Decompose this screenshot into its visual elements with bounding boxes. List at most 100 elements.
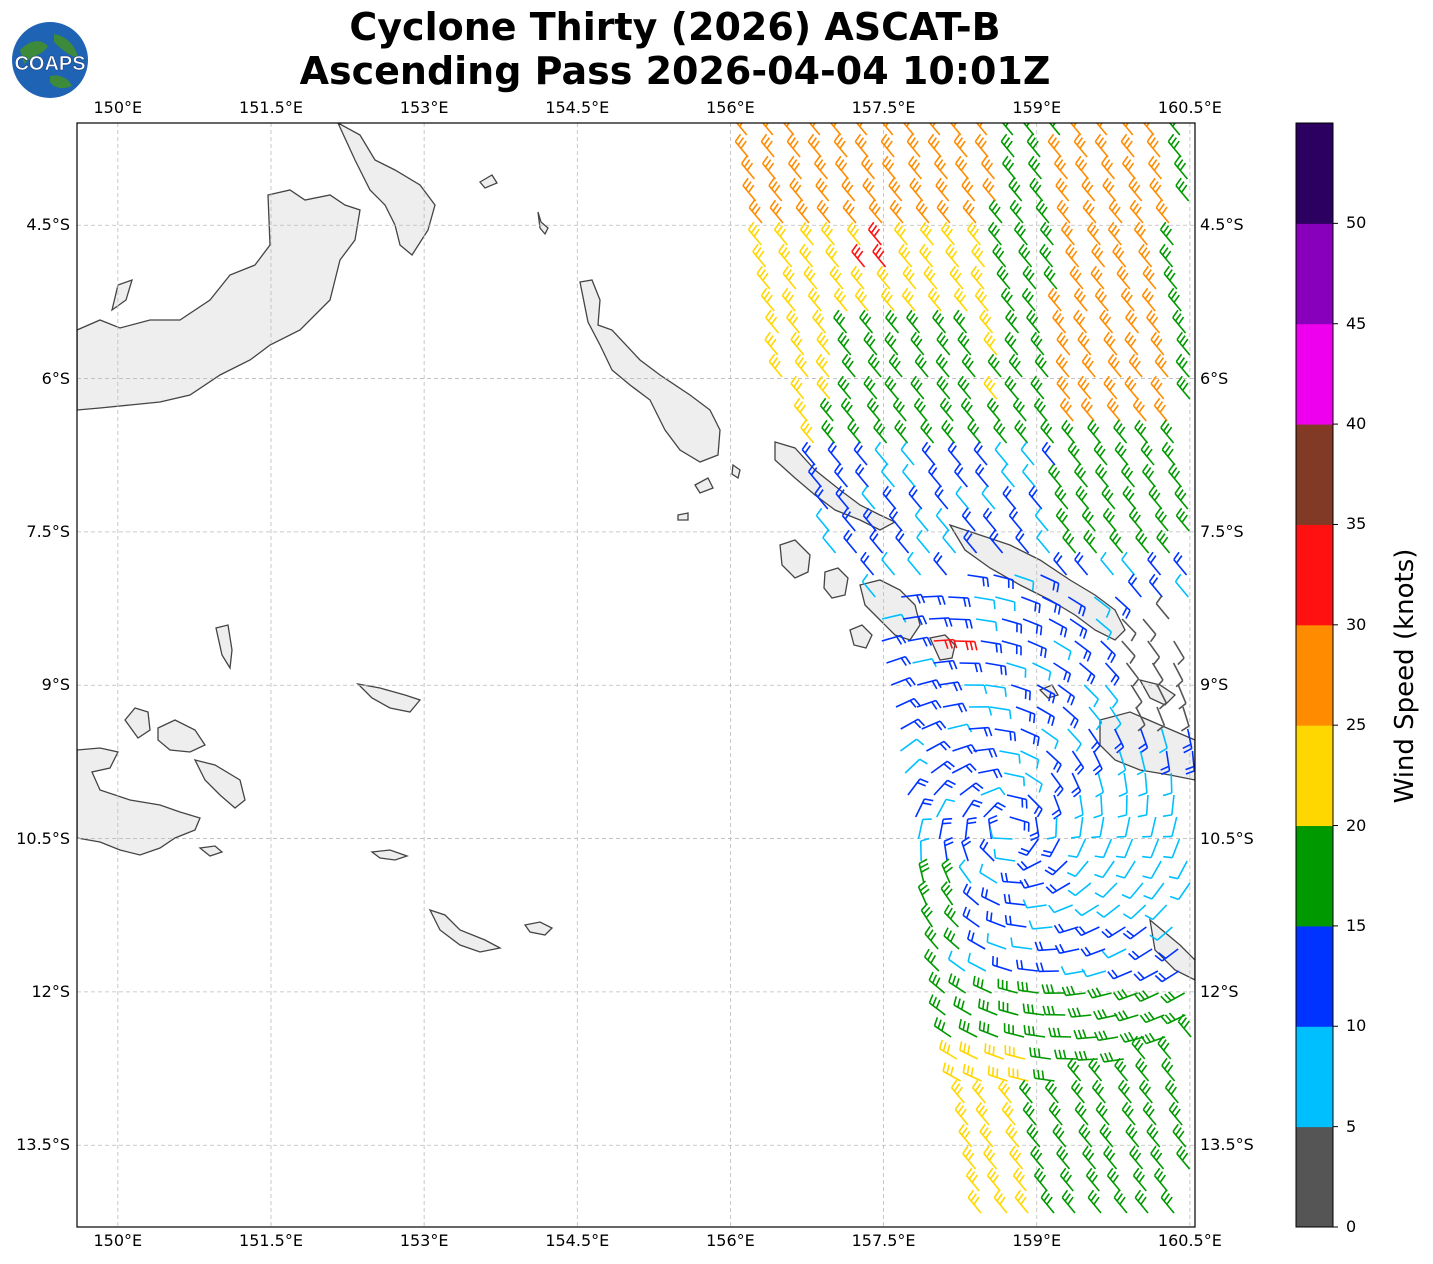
wind-barb <box>782 123 795 136</box>
wind-barb <box>880 133 895 158</box>
wind-barb <box>962 1063 982 1082</box>
wind-barb <box>740 155 756 180</box>
wind-barb <box>980 786 1006 796</box>
wind-barb <box>1047 463 1063 488</box>
wind-barb <box>920 419 935 444</box>
wind-barb <box>1114 441 1129 466</box>
wind-barb <box>1041 728 1059 750</box>
wind-barb <box>982 507 997 532</box>
wind-barb <box>933 551 948 576</box>
wind-barb <box>1153 1167 1168 1192</box>
wind-barb <box>1146 1123 1161 1148</box>
wind-barb <box>906 133 921 158</box>
wind-barb <box>1020 441 1035 466</box>
wind-barb <box>1073 463 1089 488</box>
wind-barb <box>1078 1123 1093 1148</box>
wind-barb <box>884 375 899 400</box>
wind-barb <box>983 331 998 356</box>
wind-barb <box>987 814 998 840</box>
wind-barb <box>921 720 947 731</box>
wind-barb <box>816 199 831 224</box>
wind-barb <box>964 684 988 695</box>
wind-barb <box>1062 529 1077 554</box>
wind-barb <box>1034 941 1059 952</box>
wind-barb <box>900 718 926 730</box>
wind-barb <box>1093 794 1103 819</box>
wind-barb <box>1128 177 1143 202</box>
wind-barb <box>781 287 796 312</box>
wind-barb <box>1113 1189 1128 1214</box>
wind-barb <box>1029 177 1044 202</box>
wind-barb <box>1018 1079 1033 1104</box>
wind-barb <box>1074 640 1092 662</box>
wind-barb <box>1163 838 1181 859</box>
wind-barb <box>1160 1012 1186 1025</box>
wind-barb <box>1128 507 1143 532</box>
wind-barb <box>840 397 855 422</box>
wind-barb <box>917 818 932 840</box>
wind-barb <box>1039 243 1054 268</box>
wind-barb <box>1160 991 1185 1004</box>
wind-barb <box>1047 133 1062 158</box>
wind-barb <box>1121 618 1137 642</box>
wind-barb <box>919 243 934 268</box>
wind-barb <box>984 1043 1005 1060</box>
wind-barb <box>1055 353 1070 378</box>
wind-barb <box>979 838 995 862</box>
wind-barb <box>957 375 972 400</box>
wind-barb <box>898 243 913 268</box>
wind-barb <box>1032 1069 1055 1082</box>
wind-barb <box>1141 463 1157 488</box>
wind-barb <box>1046 816 1058 840</box>
wind-barb <box>967 1189 982 1214</box>
wind-barb <box>933 1017 952 1038</box>
wind-barb <box>981 485 996 510</box>
wind-barb <box>1086 221 1101 246</box>
wind-barb <box>1000 287 1015 312</box>
wind-barb <box>860 551 875 576</box>
wind-barb <box>854 287 869 312</box>
wind-barb <box>1148 485 1163 510</box>
wind-barb <box>1094 463 1110 488</box>
wind-barb <box>1121 551 1136 576</box>
wind-barb <box>1172 309 1187 334</box>
wind-barb <box>1088 706 1103 731</box>
wind-barb <box>942 1062 961 1082</box>
wind-barb <box>917 679 942 690</box>
wind-barb <box>882 485 897 510</box>
wind-barb <box>967 930 986 950</box>
wind-barb <box>820 221 835 246</box>
wind-barb <box>942 529 957 554</box>
wind-barb <box>1132 397 1147 422</box>
wind-barb <box>982 177 997 202</box>
wind-barb <box>1130 684 1143 710</box>
wind-barb <box>1060 965 1086 976</box>
wind-barb <box>1102 507 1117 532</box>
wind-barb <box>855 123 868 136</box>
wind-barb <box>1061 985 1086 997</box>
wind-barb <box>1061 1189 1076 1214</box>
wind-barb <box>760 287 775 312</box>
wind-barb <box>962 906 980 928</box>
wind-barb <box>1142 860 1162 880</box>
wind-barb <box>913 397 928 422</box>
wind-barb <box>947 950 966 972</box>
wind-barb <box>1052 309 1067 334</box>
wind-barb <box>917 880 930 906</box>
wind-barb <box>1081 507 1096 532</box>
wind-barb <box>1024 772 1043 793</box>
wind-barb <box>799 221 814 246</box>
wind-barb <box>1073 287 1088 312</box>
wind-barb <box>987 1065 1008 1082</box>
wind-barb <box>1168 860 1188 880</box>
wind-barb <box>940 221 955 246</box>
wind-barb <box>915 199 930 224</box>
wind-barb <box>1022 265 1037 290</box>
wind-barb <box>947 723 973 733</box>
wind-barb <box>1006 662 1027 678</box>
lon-label-top: 151.5°E <box>239 98 303 117</box>
lon-label-top: 150°E <box>93 98 143 117</box>
wind-barb <box>1074 1050 1098 1061</box>
wind-barb <box>1125 309 1140 334</box>
